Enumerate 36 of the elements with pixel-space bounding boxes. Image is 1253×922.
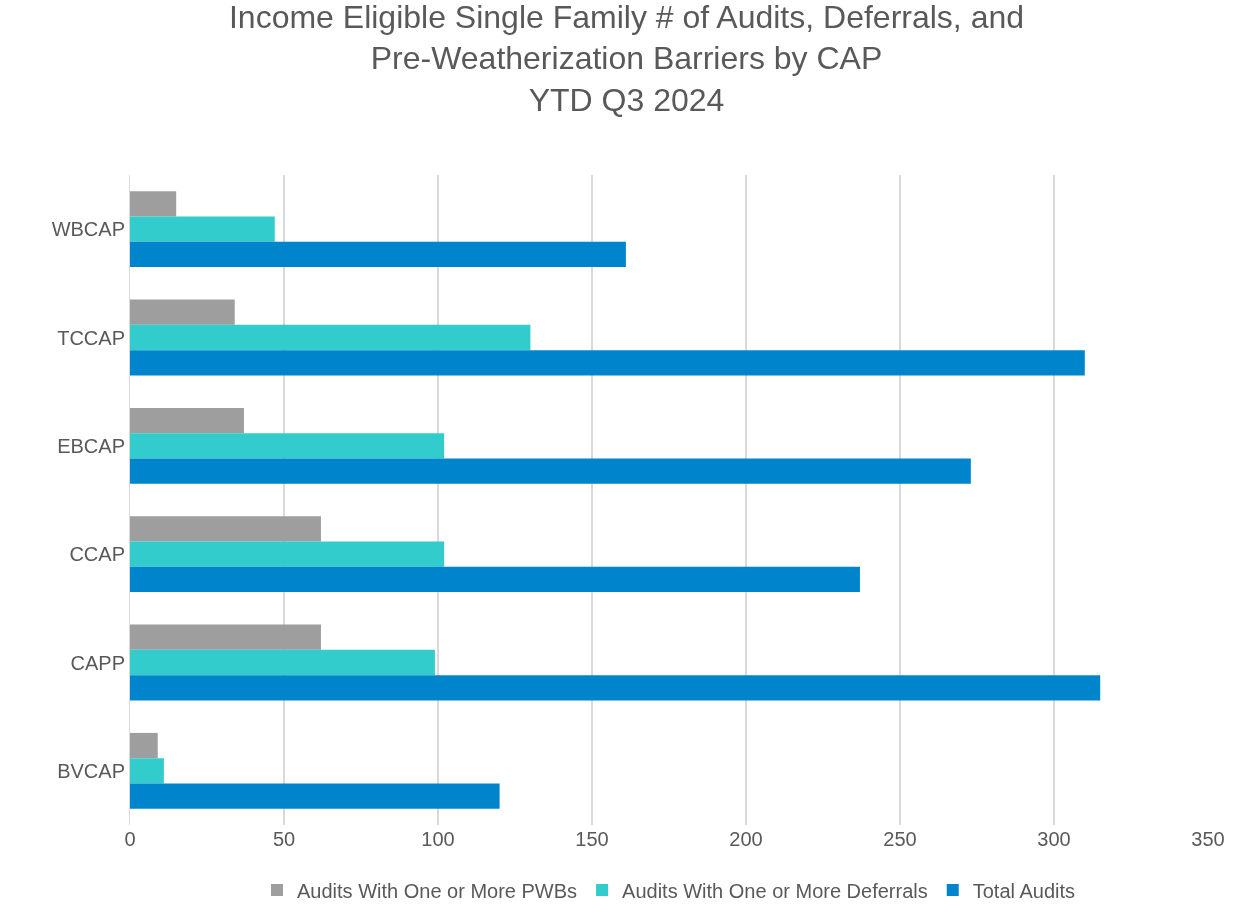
y-tick-label: CCAP xyxy=(69,543,125,566)
bar xyxy=(130,758,164,784)
legend-label: Audits With One or More Deferrals xyxy=(622,879,928,902)
bar xyxy=(130,350,1085,376)
y-tick-label: BVCAP xyxy=(57,759,125,782)
bar xyxy=(130,433,445,459)
x-tick-label: 0 xyxy=(124,828,136,850)
bar xyxy=(130,624,321,650)
legend-label: Audits With One or More PWBs xyxy=(297,879,578,902)
bar xyxy=(130,191,177,217)
x-tick-label: 200 xyxy=(729,828,763,850)
x-tick-label: 300 xyxy=(1037,828,1071,850)
x-tick-label: 350 xyxy=(1191,828,1225,850)
bar xyxy=(130,458,971,484)
bar xyxy=(130,324,531,351)
x-tick-label: 250 xyxy=(883,828,917,850)
bar xyxy=(130,541,445,567)
bar xyxy=(130,216,275,242)
bar xyxy=(130,241,626,268)
y-tick-label: EBCAP xyxy=(57,434,125,457)
x-tick-label: 150 xyxy=(575,828,609,850)
bar xyxy=(130,649,435,676)
y-tick-label: TCCAP xyxy=(57,326,125,349)
x-tick-label: 50 xyxy=(272,828,296,850)
bar xyxy=(130,516,321,542)
x-tick-label: 100 xyxy=(421,828,455,850)
bar xyxy=(130,732,158,759)
bar xyxy=(130,566,860,593)
chart-title: Income Eligible Single Family # of Audits, Deferrals, and Pre-Weatherization Barriers by CAP YTD Q3 2024 xyxy=(228,0,1025,118)
bar xyxy=(130,299,235,325)
bar xyxy=(130,675,1101,701)
y-tick-label: WBCAP xyxy=(51,218,125,241)
legend-label: Total Audits xyxy=(972,879,1076,902)
bar xyxy=(130,783,500,809)
bar xyxy=(130,407,244,434)
y-tick-label: CAPP xyxy=(70,651,125,674)
